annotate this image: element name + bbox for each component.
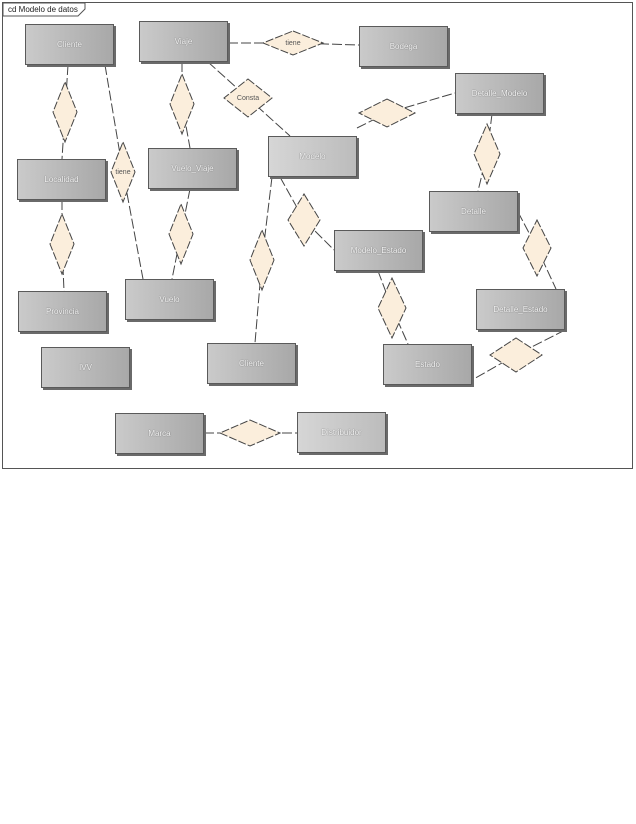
- entity-provincia[interactable]: Provincia: [18, 291, 107, 332]
- relationship-label: tiene: [285, 40, 300, 47]
- entity-marca[interactable]: Marca: [115, 413, 204, 454]
- relationship-diamond[interactable]: [52, 80, 78, 144]
- entity-cliente-2[interactable]: Cliente: [207, 343, 296, 384]
- relationship-diamond[interactable]: [287, 193, 321, 247]
- relationship-diamond[interactable]: [223, 78, 273, 118]
- entity-viaje[interactable]: Viaje: [139, 21, 228, 62]
- entity-detalle[interactable]: Detalle: [429, 191, 518, 232]
- relationship-diamond[interactable]: [169, 72, 195, 136]
- relationship-diamond[interactable]: [249, 228, 275, 292]
- relationship-layer: tiene tiene Consta: [49, 30, 566, 447]
- relationship-label: Consta: [237, 95, 259, 102]
- entity-distribuidor[interactable]: Distribuidor: [297, 412, 386, 453]
- entity-detalle-estado[interactable]: Detalle_Estado: [476, 289, 565, 330]
- entity-vuelo[interactable]: Vuelo: [125, 279, 214, 320]
- relationship-diamond[interactable]: [218, 419, 282, 447]
- entity-modelo[interactable]: Modelo: [268, 136, 357, 177]
- relationship-label: tiene: [115, 169, 130, 176]
- relationship-diamond[interactable]: [261, 30, 325, 56]
- entity-bodega[interactable]: Bodega: [359, 26, 448, 67]
- entity-cliente[interactable]: Cliente: [25, 24, 114, 65]
- entity-modelo-estado[interactable]: Modelo_Estado: [334, 230, 423, 271]
- entity-localidad[interactable]: Localidad: [17, 159, 106, 200]
- relationship-diamond[interactable]: [357, 98, 417, 128]
- relationship-diamond[interactable]: [110, 140, 136, 204]
- entity-detalle-modelo[interactable]: Detalle_Modelo: [455, 73, 544, 114]
- entity-vuelo-viaje[interactable]: Vuelo_Viaje: [148, 148, 237, 189]
- entity-ivv[interactable]: IVV: [41, 347, 130, 388]
- diagram-title: cd Modelo de datos: [8, 5, 78, 14]
- relationship-diamond[interactable]: [489, 337, 543, 373]
- relationship-diamond[interactable]: [168, 202, 194, 266]
- relationship-diamond[interactable]: [377, 276, 407, 340]
- relationship-diamond[interactable]: [473, 122, 501, 186]
- entity-estado[interactable]: Estado: [383, 344, 472, 385]
- diagram-title-tab: [3, 3, 86, 17]
- relationship-diamond[interactable]: [49, 212, 75, 276]
- relationship-line: [279, 176, 335, 251]
- relationship-diamond[interactable]: [522, 218, 552, 278]
